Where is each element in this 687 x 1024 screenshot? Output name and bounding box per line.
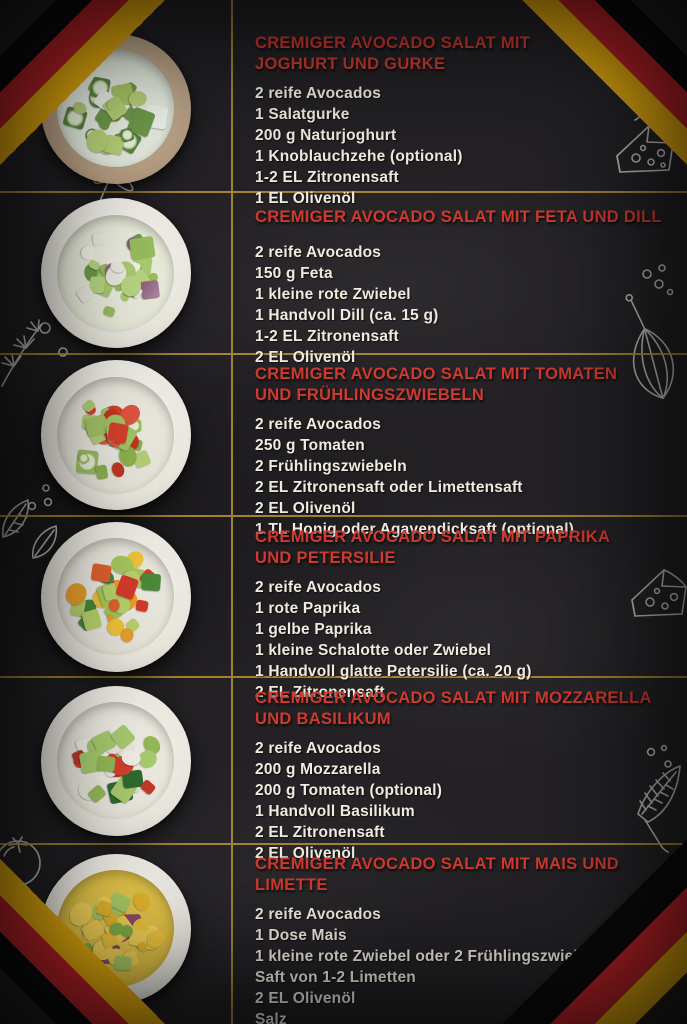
photo-column-cell: [0, 845, 233, 1024]
recipe-section-feta-dill: CREMIGER AVOCADO SALAT MIT FETA UND DILL…: [0, 193, 687, 366]
salad-bowl-photo: [40, 685, 191, 836]
ingredient-line: 2 reife Avocados: [255, 84, 382, 102]
ingredient-line: 1 rote Paprika: [255, 599, 361, 617]
ingredient-list: 2 reife Avocados 1 Salatgurke 200 g Naturj…: [255, 83, 681, 209]
ingredient-line: 250 g Tomaten: [255, 436, 365, 454]
ingredient-line: 2 EL Zitronensaft: [255, 683, 385, 701]
ingredient-line: 2 reife Avocados: [255, 578, 382, 596]
ingredient-line: 1 EL Olivenöl: [255, 189, 356, 207]
ingredient-list: 2 reife Avocados 150 g Feta 1 kleine rote …: [255, 242, 681, 368]
ingredient-line: 2 Frühlingszwiebeln: [255, 457, 407, 475]
ingredient-line: 2 EL Zitronensaft oder Limettensaft: [255, 478, 523, 496]
ingredient-line: 1 kleine rote Zwiebel oder 2 Frühlingszw…: [255, 947, 607, 965]
photo-column-cell: [0, 517, 233, 676]
ingredient-line: 150 g Feta: [255, 265, 333, 283]
recipe-section-mais-limette: CREMIGER AVOCADO SALAT MIT MAIS UND LIME…: [0, 845, 687, 1024]
salad-bowl-photo: [40, 198, 191, 348]
recipe-title: CREMIGER AVOCADO SALAT MIT MOZZARELLA UN…: [255, 689, 652, 729]
recipe-title: CREMIGER AVOCADO SALAT MIT JOGHURT UND G…: [255, 34, 531, 74]
ingredient-list: 2 reife Avocados 250 g Tomaten 2 Frühlings…: [255, 414, 681, 540]
recipe-title: CREMIGER AVOCADO SALAT MIT FETA UND DILL: [255, 208, 662, 226]
recipe-section-joghurt-gurke: CREMIGER AVOCADO SALAT MIT JOGHURT UND G…: [0, 0, 687, 207]
photo-column-cell: [0, 0, 233, 191]
ingredient-line: Salz: [255, 1010, 287, 1024]
salad-bowl-photo: [40, 853, 191, 1004]
ingredient-line: 2 EL Olivenöl: [255, 349, 356, 367]
ingredient-line: 1 Handvoll glatte Petersilie (ca. 20 g): [255, 662, 532, 680]
ingredient-list: 2 reife Avocados 1 Dose Mais 1 kleine rote…: [255, 904, 681, 1024]
ingredient-line: 200 g Mozzarella: [255, 760, 381, 778]
ingredient-line: 2 reife Avocados: [255, 244, 382, 262]
recipe-section-tomaten-fruehlingszwiebeln: CREMIGER AVOCADO SALAT MIT TOMATEN UND F…: [0, 355, 687, 538]
ingredient-line: 1 Handvoll Basilikum: [255, 802, 415, 820]
ingredient-line: 2 reife Avocados: [255, 739, 382, 757]
ingredient-line: 2 reife Avocados: [255, 415, 382, 433]
ingredient-line: 1 Knoblauchzehe (optional): [255, 147, 463, 165]
ingredient-line: 2 reife Avocados: [255, 905, 382, 923]
ingredient-line: 200 g Naturjoghurt: [255, 126, 397, 144]
ingredient-line: 1-2 EL Zitronensaft: [255, 328, 399, 346]
ingredient-line: 2 EL Olivenöl: [255, 989, 356, 1007]
photo-column-cell: [0, 193, 233, 353]
recipe-section-mozzarella-basilikum: CREMIGER AVOCADO SALAT MIT MOZZARELLA UN…: [0, 678, 687, 862]
ingredient-line: 2 EL Zitronensaft: [255, 823, 385, 841]
salad-bowl-photo: [40, 360, 191, 510]
photo-column-cell: [0, 355, 233, 515]
ingredient-list: 2 reife Avocados 200 g Mozzarella 200 g To…: [255, 738, 681, 864]
ingredient-line: 2 EL Olivenöl: [255, 844, 356, 862]
recipe-section-paprika-petersilie: CREMIGER AVOCADO SALAT MIT PAPRIKA UND P…: [0, 517, 687, 701]
ingredient-list: 2 reife Avocados 1 rote Paprika 1 gelbe Pa…: [255, 577, 681, 703]
ingredient-line: 1 Handvoll Dill (ca. 15 g): [255, 307, 439, 325]
ingredient-line: 2 EL Olivenöl: [255, 499, 356, 517]
ingredient-line: 200 g Tomaten (optional): [255, 781, 443, 799]
salad-bowl-photo: [40, 521, 191, 672]
ingredient-line: Saft von 1-2 Limetten: [255, 968, 416, 986]
recipe-title: CREMIGER AVOCADO SALAT MIT PAPRIKA UND P…: [255, 528, 611, 568]
ingredient-line: 1 TL Honig oder Agavendicksaft (optional…: [255, 520, 575, 538]
ingredient-line: 1 kleine rote Zwiebel: [255, 286, 411, 304]
ingredient-line: 1 Dose Mais: [255, 926, 347, 944]
salad-bowl-photo: [40, 33, 191, 184]
ingredient-line: 1-2 EL Zitronensaft: [255, 168, 399, 186]
recipe-title: CREMIGER AVOCADO SALAT MIT MAIS UND LIME…: [255, 855, 620, 895]
ingredient-line: 1 Salatgurke: [255, 105, 350, 123]
ingredient-line: 1 gelbe Paprika: [255, 620, 372, 638]
photo-column-cell: [0, 678, 233, 843]
recipe-title: CREMIGER AVOCADO SALAT MIT TOMATEN UND F…: [255, 365, 618, 405]
ingredient-line: 1 kleine Schalotte oder Zwiebel: [255, 641, 492, 659]
